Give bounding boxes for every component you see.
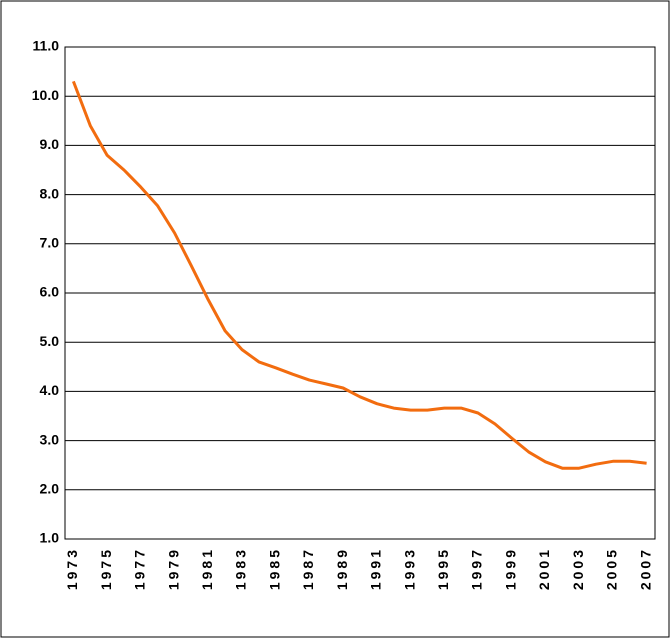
y-tick-label: 11.0: [33, 38, 60, 54]
y-tick-label: 4.0: [40, 382, 60, 398]
data-line: [71, 80, 647, 470]
x-tick-label: 1991: [368, 547, 384, 590]
x-tick-label: 1983: [233, 547, 249, 590]
y-tick-label: 7.0: [40, 235, 60, 251]
x-tick-label: 1997: [469, 547, 485, 590]
y-tick-label: 9.0: [40, 136, 60, 152]
y-tick-label: 6.0: [40, 284, 60, 300]
x-tick-label: 1993: [401, 547, 417, 590]
y-tick-label: 8.0: [40, 185, 60, 201]
x-tick-label: 1981: [199, 547, 215, 590]
y-tick-label: 5.0: [40, 333, 60, 349]
x-tick-label: 1979: [165, 547, 181, 590]
y-tick-label: 3.0: [40, 431, 60, 447]
x-tick-label: 1973: [64, 547, 80, 590]
y-tick-label: 10.0: [32, 87, 59, 103]
x-tick-label: 2007: [637, 547, 653, 590]
x-tick-label: 1977: [132, 547, 148, 590]
y-tick-label: 1.0: [40, 530, 60, 546]
x-tick-label: 2001: [536, 547, 552, 590]
x-tick-label: 1985: [266, 547, 282, 590]
x-tick-label: 1989: [334, 547, 350, 590]
plot-frame: [64, 46, 656, 540]
x-tick-label: 1995: [435, 547, 451, 590]
x-tick-label: 2005: [604, 547, 620, 590]
y-tick-label: 2.0: [40, 481, 60, 497]
x-tick-label: 2003: [570, 547, 586, 590]
x-tick-label: 1987: [300, 547, 316, 590]
x-tick-label: 1975: [98, 547, 114, 590]
x-tick-label: 1999: [502, 547, 518, 590]
